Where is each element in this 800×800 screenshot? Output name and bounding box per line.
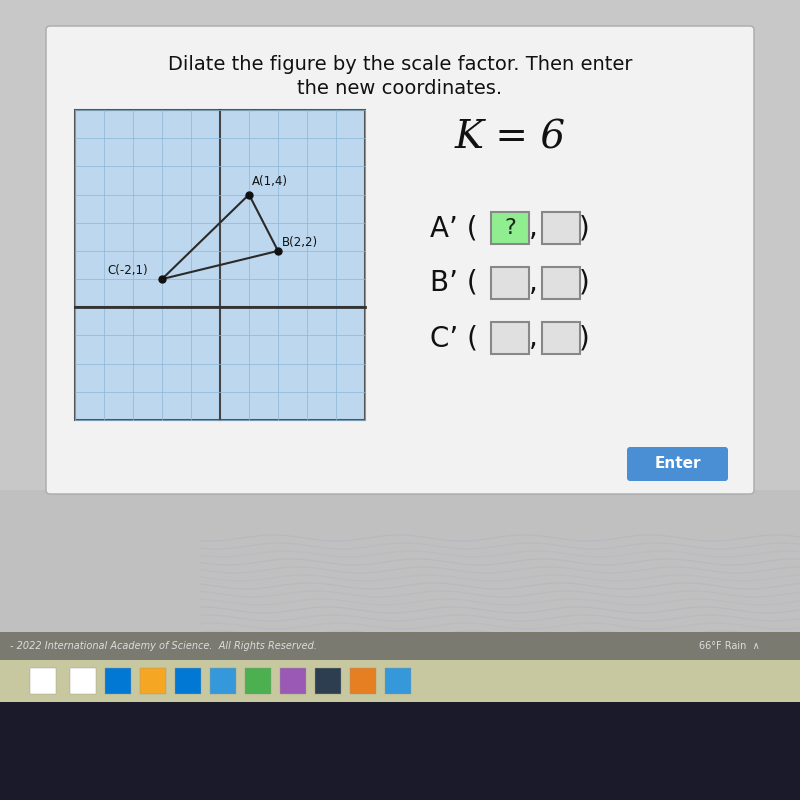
Text: the new coordinates.: the new coordinates. bbox=[298, 78, 502, 98]
Text: K = 6: K = 6 bbox=[454, 119, 566, 157]
Bar bbox=[140, 668, 166, 694]
Text: B’ (: B’ ( bbox=[430, 269, 478, 297]
Text: ,: , bbox=[529, 214, 538, 242]
Bar bbox=[385, 668, 411, 694]
FancyBboxPatch shape bbox=[627, 447, 728, 481]
Bar bbox=[70, 668, 96, 694]
Bar bbox=[315, 668, 341, 694]
Text: ): ) bbox=[578, 214, 590, 242]
Bar bbox=[0, 702, 800, 800]
Bar bbox=[245, 668, 271, 694]
FancyBboxPatch shape bbox=[491, 322, 529, 354]
Bar bbox=[0, 0, 800, 35]
Text: - 2022 International Academy of Science.  All Rights Reserved.: - 2022 International Academy of Science.… bbox=[10, 641, 317, 651]
FancyBboxPatch shape bbox=[542, 267, 580, 299]
FancyBboxPatch shape bbox=[542, 322, 580, 354]
FancyBboxPatch shape bbox=[46, 26, 754, 494]
Text: Enter: Enter bbox=[654, 457, 701, 471]
Text: ,: , bbox=[529, 269, 538, 297]
Text: C(-2,1): C(-2,1) bbox=[107, 264, 148, 277]
Text: ?: ? bbox=[504, 218, 516, 238]
Bar bbox=[75, 110, 365, 420]
Bar bbox=[210, 668, 236, 694]
Text: C’ (: C’ ( bbox=[430, 324, 478, 352]
Bar bbox=[175, 668, 201, 694]
FancyBboxPatch shape bbox=[542, 212, 580, 244]
Text: B(2,2): B(2,2) bbox=[282, 236, 318, 249]
Bar bbox=[30, 668, 56, 694]
Text: ): ) bbox=[578, 269, 590, 297]
Bar bbox=[350, 668, 376, 694]
FancyBboxPatch shape bbox=[491, 267, 529, 299]
Bar bbox=[0, 490, 800, 660]
Text: A(1,4): A(1,4) bbox=[252, 174, 288, 187]
Bar bbox=[0, 660, 800, 702]
Text: 66°F Rain  ∧: 66°F Rain ∧ bbox=[699, 641, 760, 651]
Bar bbox=[0, 632, 800, 660]
Text: Dilate the figure by the scale factor. Then enter: Dilate the figure by the scale factor. T… bbox=[168, 55, 632, 74]
Text: ): ) bbox=[578, 324, 590, 352]
Text: A’ (: A’ ( bbox=[430, 214, 478, 242]
FancyBboxPatch shape bbox=[491, 212, 529, 244]
Bar bbox=[280, 668, 306, 694]
Text: ,: , bbox=[529, 324, 538, 352]
Bar bbox=[105, 668, 131, 694]
